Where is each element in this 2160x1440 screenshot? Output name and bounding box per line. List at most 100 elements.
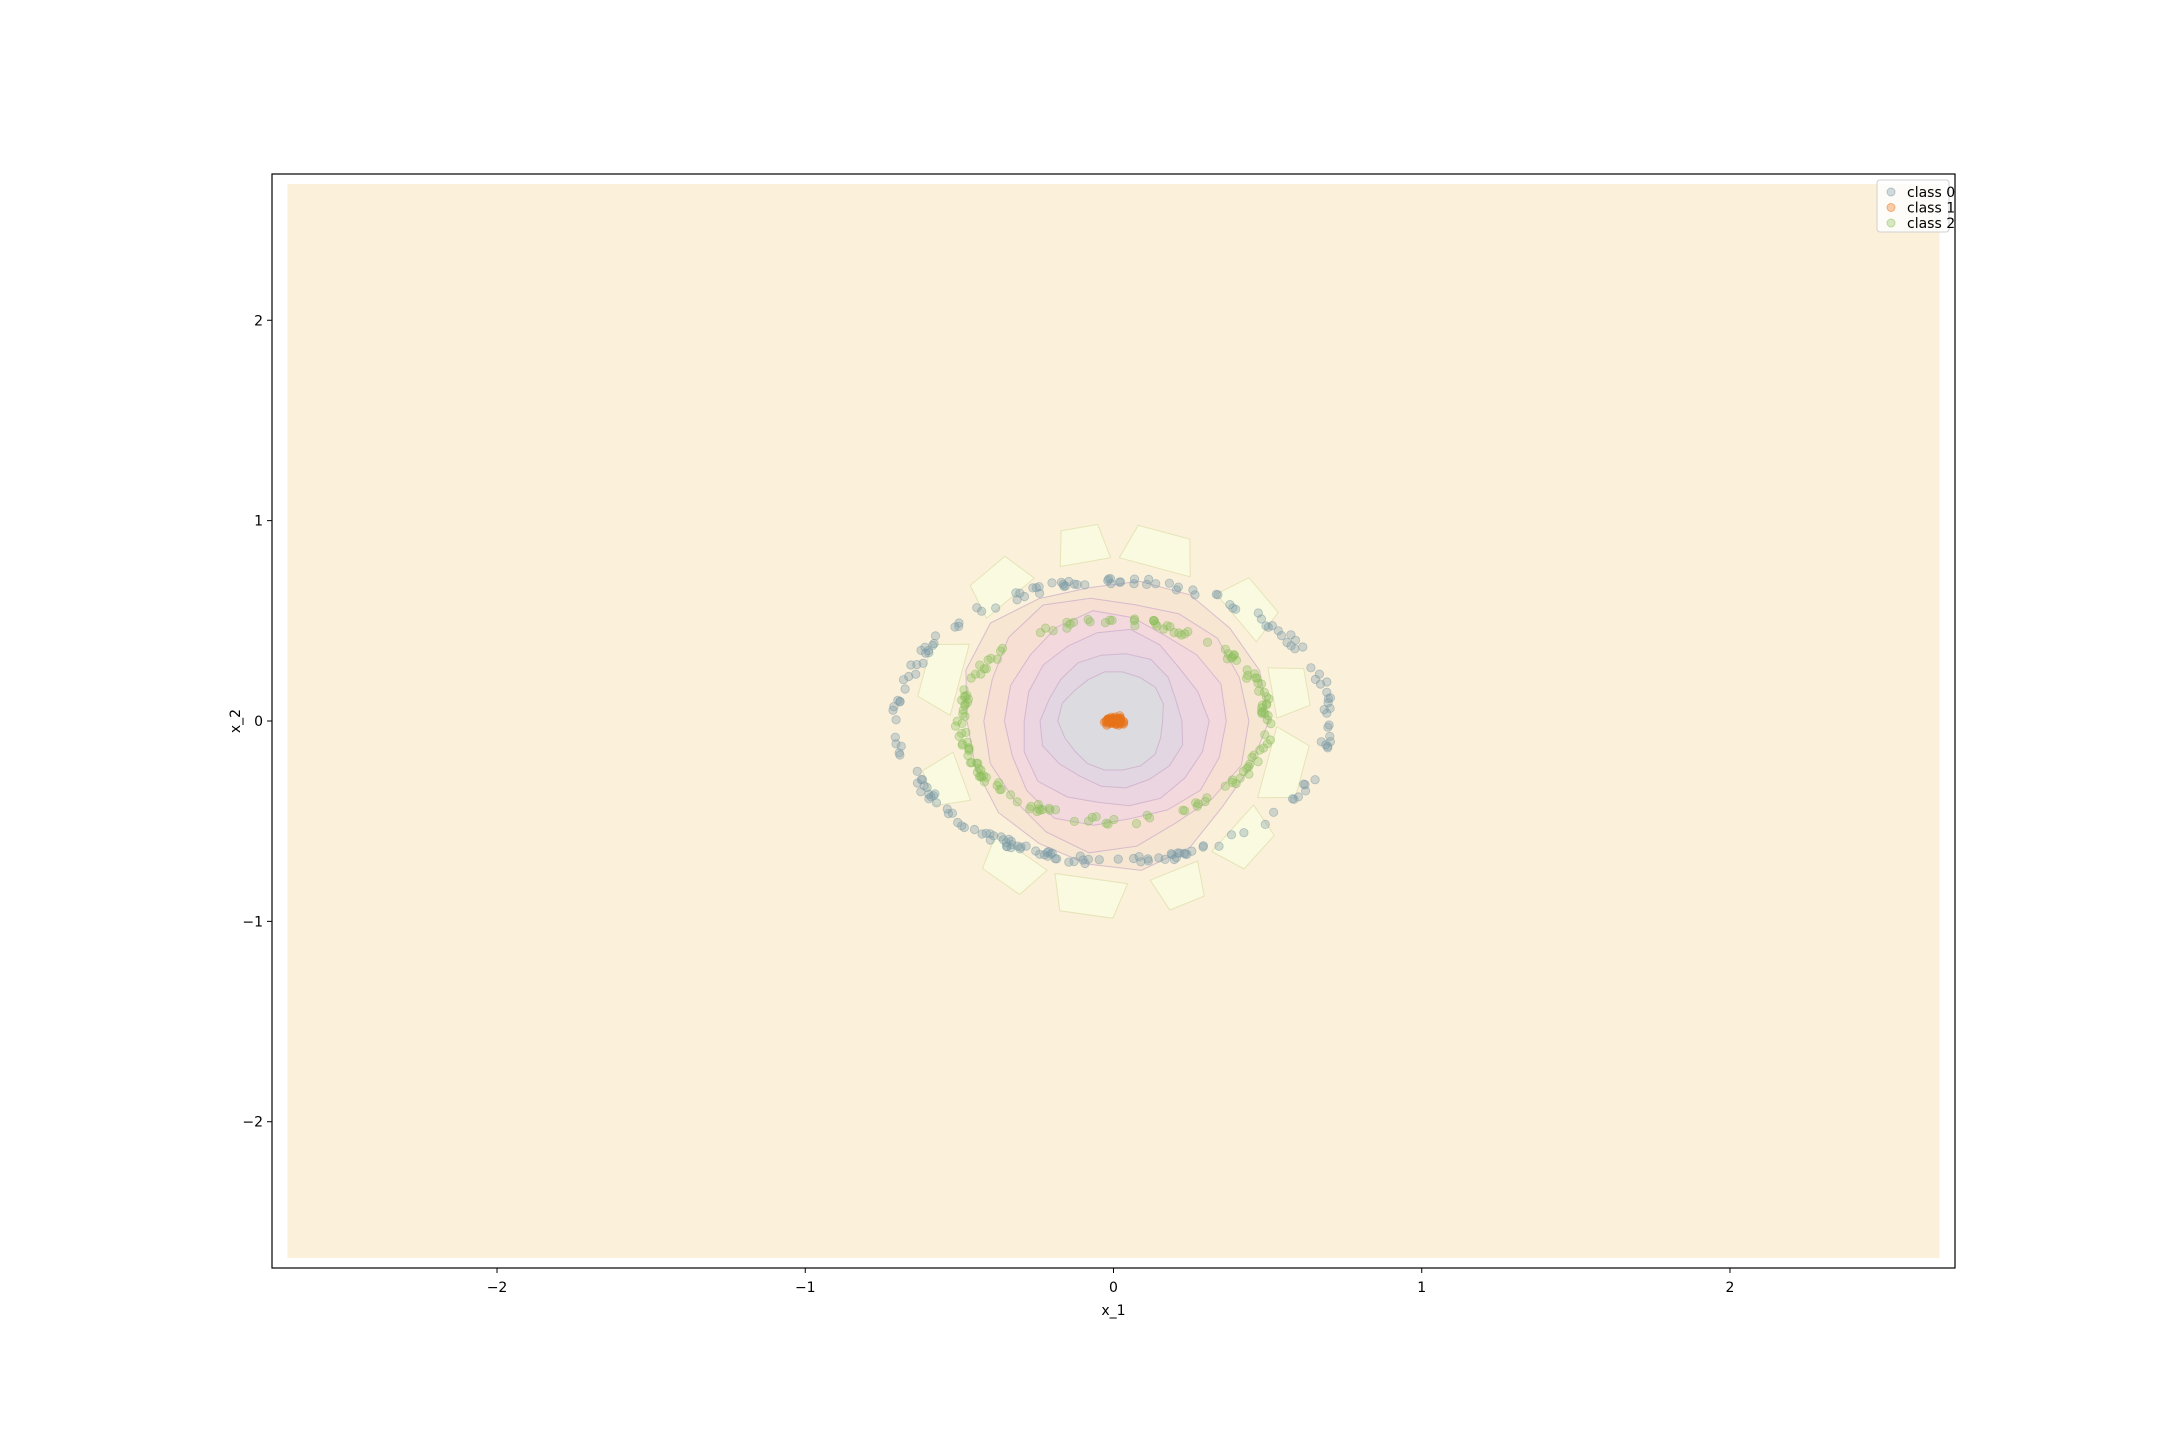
data-point bbox=[1262, 699, 1272, 709]
data-point bbox=[1247, 752, 1257, 763]
legend-marker bbox=[1886, 187, 1896, 197]
data-point bbox=[1244, 769, 1254, 779]
data-point bbox=[1069, 856, 1079, 867]
data-point bbox=[973, 758, 983, 769]
data-point bbox=[1231, 655, 1242, 666]
data-point bbox=[1072, 579, 1082, 590]
data-point bbox=[1226, 830, 1237, 840]
data-point bbox=[926, 792, 936, 802]
data-point bbox=[891, 739, 901, 749]
data-point bbox=[1107, 615, 1117, 626]
data-point bbox=[1007, 840, 1017, 850]
data-point bbox=[1035, 588, 1045, 598]
data-point bbox=[1113, 854, 1123, 864]
decision-region-patch bbox=[1149, 860, 1205, 911]
data-point bbox=[1226, 653, 1237, 663]
data-point bbox=[895, 750, 905, 760]
data-point bbox=[1091, 812, 1101, 822]
data-point bbox=[1165, 622, 1175, 632]
data-point bbox=[983, 655, 993, 665]
data-point bbox=[963, 694, 973, 704]
data-point bbox=[1102, 720, 1112, 730]
series-class-1 bbox=[1099, 711, 1129, 730]
data-point bbox=[1031, 583, 1041, 593]
data-point bbox=[1242, 665, 1252, 675]
data-point bbox=[1160, 854, 1170, 865]
data-point bbox=[1069, 617, 1079, 627]
data-point bbox=[891, 715, 901, 725]
x-tick-label: 2 bbox=[1726, 1280, 1735, 1296]
data-point bbox=[1012, 841, 1023, 851]
data-point bbox=[976, 771, 986, 781]
data-point bbox=[1171, 585, 1182, 595]
data-point bbox=[947, 808, 958, 818]
data-point bbox=[1080, 580, 1090, 590]
data-point bbox=[1164, 578, 1175, 588]
data-point bbox=[1250, 669, 1260, 679]
data-point bbox=[1214, 841, 1224, 851]
data-point bbox=[1105, 573, 1116, 584]
data-point bbox=[969, 824, 980, 835]
data-point bbox=[1322, 687, 1332, 697]
data-point bbox=[975, 660, 985, 670]
data-point bbox=[1202, 637, 1213, 647]
data-point bbox=[1012, 797, 1022, 807]
decision-region-patch bbox=[917, 643, 970, 717]
data-point bbox=[1227, 777, 1238, 788]
data-point bbox=[896, 741, 906, 751]
data-point bbox=[1316, 737, 1326, 747]
data-point bbox=[904, 671, 914, 682]
legend-label: class 0 bbox=[1907, 185, 1955, 201]
data-point bbox=[1265, 735, 1276, 745]
data-point bbox=[1231, 604, 1241, 614]
data-point bbox=[1167, 850, 1177, 860]
data-point bbox=[1114, 720, 1124, 730]
data-point bbox=[958, 709, 968, 719]
data-point bbox=[1048, 626, 1058, 636]
data-point bbox=[1202, 793, 1212, 803]
data-point bbox=[1220, 781, 1230, 791]
data-point bbox=[976, 606, 987, 616]
data-point bbox=[957, 718, 967, 729]
x-axis: −2 −1 0 1 2 bbox=[487, 1268, 1735, 1296]
data-point bbox=[889, 701, 899, 712]
y-axis-label: x_2 bbox=[228, 709, 244, 733]
data-point bbox=[1258, 743, 1269, 753]
data-point bbox=[1129, 579, 1139, 589]
data-point bbox=[1325, 731, 1335, 741]
data-point bbox=[1259, 687, 1270, 698]
decision-region-patch bbox=[921, 751, 972, 807]
data-point bbox=[1286, 630, 1296, 640]
data-point bbox=[1266, 718, 1276, 729]
data-point bbox=[920, 642, 930, 652]
data-point bbox=[1151, 579, 1161, 589]
decision-region-patch bbox=[1118, 524, 1191, 578]
data-point bbox=[1293, 792, 1304, 802]
data-point bbox=[1198, 842, 1208, 852]
data-point bbox=[1263, 622, 1273, 632]
data-point bbox=[1069, 816, 1080, 827]
data-point bbox=[1180, 849, 1190, 859]
data-point bbox=[1239, 828, 1249, 838]
y-axis: −2 −1 0 1 2 bbox=[242, 313, 272, 1131]
decision-region-patch bbox=[981, 833, 1048, 896]
data-point bbox=[1323, 722, 1333, 732]
data-point bbox=[1034, 804, 1044, 814]
data-point bbox=[1260, 819, 1270, 830]
data-point bbox=[1242, 673, 1252, 683]
data-point bbox=[1174, 628, 1184, 638]
data-point bbox=[1109, 814, 1119, 825]
data-point bbox=[1001, 841, 1012, 851]
series-class-2 bbox=[950, 614, 1276, 829]
data-point bbox=[972, 603, 982, 613]
data-point bbox=[1001, 838, 1011, 848]
decision-region-patch bbox=[969, 555, 1036, 619]
data-point bbox=[1314, 669, 1325, 679]
data-point bbox=[1288, 794, 1298, 804]
data-point bbox=[1256, 614, 1267, 624]
data-point bbox=[1213, 590, 1223, 600]
data-point bbox=[985, 829, 995, 839]
data-point bbox=[911, 669, 921, 679]
data-point bbox=[1188, 585, 1198, 595]
